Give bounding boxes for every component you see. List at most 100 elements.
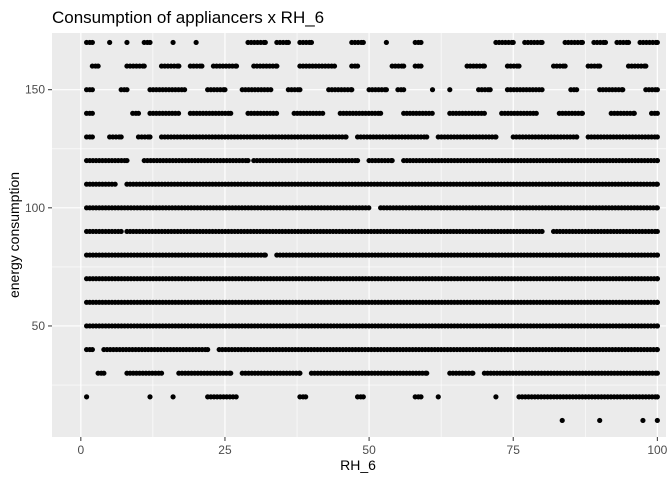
data-point xyxy=(493,134,499,140)
data-point xyxy=(429,110,435,116)
data-point xyxy=(470,370,476,376)
data-point xyxy=(268,87,274,93)
data-point xyxy=(228,370,234,376)
data-point xyxy=(481,110,487,116)
x-tick-label: 75 xyxy=(507,443,521,457)
data-point xyxy=(273,110,280,116)
data-point xyxy=(418,394,424,400)
data-point xyxy=(510,39,516,46)
data-point xyxy=(654,181,660,187)
data-point xyxy=(620,87,626,93)
data-point xyxy=(124,87,130,93)
data-point xyxy=(401,87,407,93)
data-point xyxy=(654,276,660,282)
data-point xyxy=(654,157,660,164)
data-point xyxy=(625,39,632,46)
data-point xyxy=(222,87,228,93)
data-point xyxy=(193,39,199,46)
data-point xyxy=(285,39,291,46)
data-point xyxy=(643,63,649,69)
data-point xyxy=(89,134,95,140)
data-point xyxy=(118,228,124,235)
data-point xyxy=(654,87,660,93)
y-tick-label: 50 xyxy=(32,319,46,333)
data-point xyxy=(205,346,211,353)
data-point xyxy=(579,39,586,46)
data-point xyxy=(654,110,660,116)
data-point xyxy=(654,299,660,305)
data-point xyxy=(481,63,487,69)
data-point xyxy=(112,181,118,187)
data-point xyxy=(389,157,395,164)
data-point xyxy=(539,39,545,46)
data-point xyxy=(228,110,234,116)
y-tick-label: 150 xyxy=(25,83,45,97)
plot-panel xyxy=(52,33,666,437)
data-point xyxy=(378,110,384,116)
data-point xyxy=(418,39,424,46)
data-point xyxy=(83,394,90,400)
data-point xyxy=(516,63,522,69)
data-point xyxy=(654,394,660,400)
data-point xyxy=(383,39,389,46)
data-point xyxy=(89,346,95,353)
data-point xyxy=(176,63,182,69)
data-point xyxy=(147,394,153,400)
data-point xyxy=(95,63,101,69)
data-point xyxy=(539,87,545,93)
data-point xyxy=(101,370,107,376)
data-point xyxy=(118,134,124,140)
data-point xyxy=(135,110,142,116)
data-point xyxy=(360,39,366,46)
data-point xyxy=(343,134,349,140)
data-point xyxy=(631,110,637,116)
data-point xyxy=(170,39,176,46)
data-point xyxy=(170,394,176,400)
data-point xyxy=(360,394,366,400)
data-point xyxy=(654,370,660,376)
data-point xyxy=(579,110,586,116)
data-point xyxy=(349,87,355,93)
data-point xyxy=(297,87,303,93)
data-point xyxy=(308,39,315,46)
data-point xyxy=(124,157,130,164)
data-point xyxy=(141,63,147,69)
y-tick-label: 100 xyxy=(25,201,45,215)
data-point xyxy=(493,394,499,400)
chart-title: Consumption of appliancers x RH_6 xyxy=(52,8,324,27)
data-point xyxy=(574,87,580,93)
data-point xyxy=(559,417,565,424)
data-point xyxy=(303,394,309,400)
data-point xyxy=(366,205,372,211)
data-point xyxy=(354,157,361,164)
data-point xyxy=(654,323,660,329)
data-point xyxy=(175,110,182,116)
x-tick-label: 100 xyxy=(647,443,667,457)
data-point xyxy=(574,134,580,140)
data-point xyxy=(640,417,646,424)
axes: 0 25 50 75 100 50 100 150 xyxy=(25,83,668,457)
data-point xyxy=(597,417,603,424)
data-point xyxy=(654,134,660,140)
data-point xyxy=(245,157,251,164)
data-point xyxy=(424,134,430,140)
data-point xyxy=(89,110,95,116)
x-tick-label: 0 xyxy=(77,443,84,457)
data-point xyxy=(533,110,539,116)
data-point xyxy=(654,39,660,46)
data-point xyxy=(233,63,240,69)
data-point xyxy=(89,39,95,46)
y-axis-label: energy consumption xyxy=(6,172,22,298)
data-point xyxy=(124,39,130,46)
data-point xyxy=(354,63,361,69)
data-point xyxy=(562,63,568,69)
data-point xyxy=(274,63,280,69)
data-point xyxy=(383,87,389,93)
data-point xyxy=(597,63,603,69)
data-point xyxy=(320,110,326,116)
data-point xyxy=(424,370,430,376)
data-point xyxy=(602,39,609,46)
data-point xyxy=(654,252,660,258)
